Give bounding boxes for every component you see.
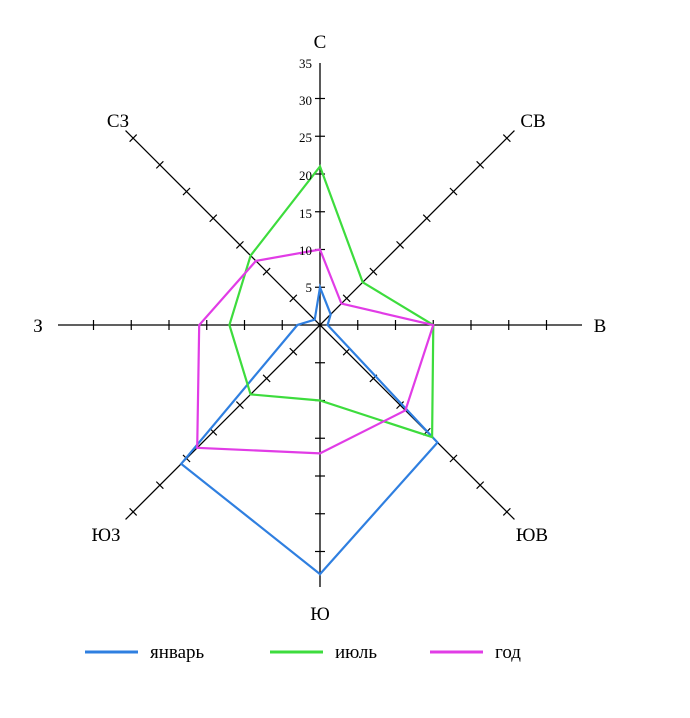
tick-label-35: 35: [299, 56, 312, 71]
tick-se-15: [396, 401, 405, 410]
tick-ne-35: [502, 134, 511, 143]
tick-label-20: 20: [299, 168, 312, 183]
legend-label-july: июль: [335, 642, 377, 663]
tick-nw-10: [262, 267, 271, 276]
tick-sw-10: [262, 374, 271, 383]
direction-labels: С СВ В ЮВ Ю ЮЗ З СЗ: [33, 32, 606, 625]
tick-se-35: [502, 507, 511, 516]
tick-ne-30: [476, 160, 485, 169]
tick-label-15: 15: [299, 206, 312, 221]
direction-label-s: Ю: [310, 604, 330, 625]
direction-label-sw: ЮЗ: [91, 525, 120, 546]
axis-se-nw: [125, 130, 515, 520]
legend: январь июль год: [85, 642, 521, 663]
legend-label-january: январь: [150, 642, 205, 663]
tick-label-5: 5: [306, 280, 313, 295]
tick-ne-5: [342, 294, 351, 303]
tick-nw-15: [235, 240, 244, 249]
tick-ne-10: [369, 267, 378, 276]
direction-axes: [58, 63, 582, 587]
direction-label-se: ЮВ: [516, 525, 548, 546]
series-line-0: [179, 283, 439, 576]
direction-label-n: С: [314, 32, 327, 53]
tick-se-25: [449, 454, 458, 463]
tick-ne-25: [449, 187, 458, 196]
tick-nw-30: [155, 160, 164, 169]
tick-sw-5: [289, 347, 298, 356]
direction-label-nw: СЗ: [107, 111, 129, 132]
tick-nw-25: [182, 187, 191, 196]
radial-tick-labels: 5 10 15 20 25 30 35: [299, 56, 312, 295]
legend-label-year: год: [495, 642, 521, 663]
tick-nw-5: [289, 294, 298, 303]
tick-sw-15: [235, 401, 244, 410]
direction-label-e: В: [594, 316, 607, 337]
tick-label-25: 25: [299, 130, 312, 145]
tick-label-10: 10: [299, 243, 312, 258]
tick-nw-20: [209, 214, 218, 223]
tick-label-30: 30: [299, 93, 312, 108]
direction-label-w: З: [33, 316, 43, 337]
tick-ne-15: [396, 240, 405, 249]
tick-ne-20: [422, 214, 431, 223]
series-polygons: [179, 164, 439, 576]
tick-sw-35: [129, 507, 138, 516]
tick-se-30: [476, 481, 485, 490]
tick-nw-35: [129, 134, 138, 143]
tick-sw-30: [155, 481, 164, 490]
series-line-2: [196, 248, 435, 455]
direction-label-ne: СВ: [520, 111, 545, 132]
series-line-1: [228, 164, 435, 439]
